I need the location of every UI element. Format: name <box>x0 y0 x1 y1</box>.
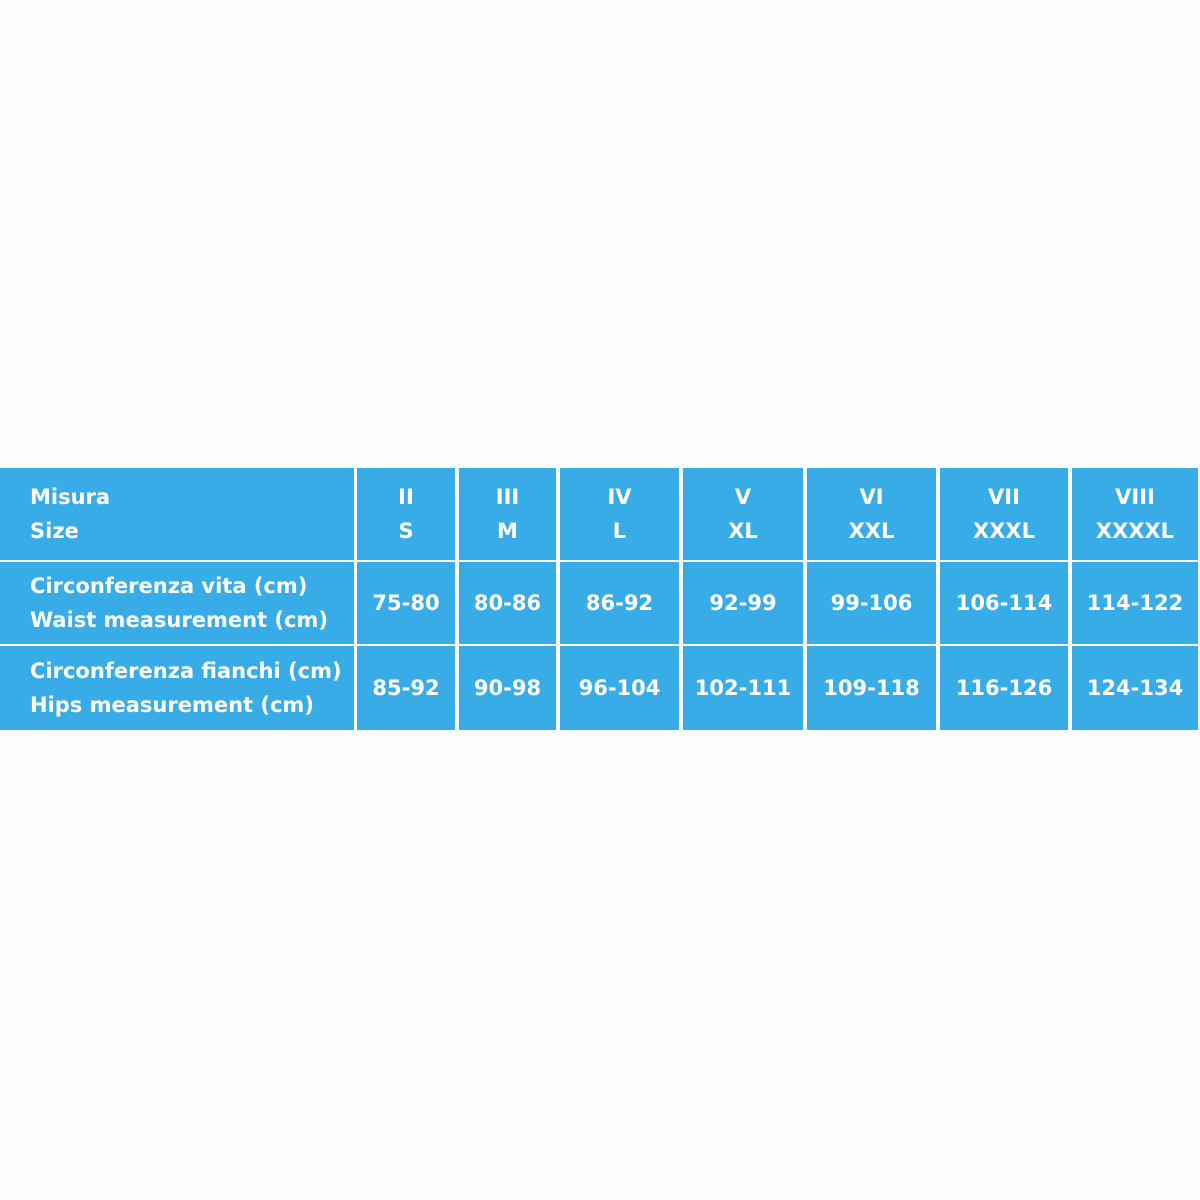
cell-text: 85-92 <box>372 676 440 700</box>
cell-text: 102-111 <box>694 676 792 700</box>
cell-text: III <box>495 485 520 509</box>
cell-text: XXXXL <box>1095 519 1175 543</box>
row-label: Circonferenza fianchi (cm) Hips measureme… <box>0 646 354 730</box>
cell-text: VIII <box>1115 485 1155 509</box>
cell-text: 80-86 <box>473 591 542 615</box>
value-cell: 114-122 <box>1072 562 1198 644</box>
cell-text: 109-118 <box>823 676 920 700</box>
cell-text: Waist measurement (cm) <box>30 608 328 632</box>
cell-text: VII <box>988 485 1020 509</box>
value-cell: 90-98 <box>459 646 556 730</box>
cell-text: XL <box>728 519 758 543</box>
value-cell: 96-104 <box>560 646 679 730</box>
value-cell: 102-111 <box>683 646 803 730</box>
cell-text: 96-104 <box>578 676 661 700</box>
cell-text: IV <box>607 485 632 509</box>
value-cell: 99-106 <box>807 562 936 644</box>
value-cell: 109-118 <box>807 646 936 730</box>
cell-text: 75-80 <box>372 591 440 615</box>
cell-text: XXL <box>848 519 895 543</box>
cell-text: Hips measurement (cm) <box>30 693 314 717</box>
cell-text: S <box>398 519 414 543</box>
cell-text: 114-122 <box>1086 591 1184 615</box>
header-cell: V XL <box>683 468 803 560</box>
value-cell: 75-80 <box>357 562 455 644</box>
cell-text: 124-134 <box>1086 676 1184 700</box>
cell-text: XXXL <box>973 519 1035 543</box>
cell-text: 86-92 <box>585 591 654 615</box>
cell-text: 92-99 <box>709 591 777 615</box>
value-cell: 85-92 <box>357 646 455 730</box>
cell-text: 106-114 <box>955 591 1053 615</box>
header-cell: VIII XXXXL <box>1072 468 1198 560</box>
value-cell: 92-99 <box>683 562 803 644</box>
header-cell: II S <box>357 468 455 560</box>
cell-text: Size <box>30 519 79 543</box>
value-cell: 80-86 <box>459 562 556 644</box>
cell-text: L <box>612 519 627 543</box>
cell-text: Circonferenza vita (cm) <box>30 574 308 598</box>
header-cell: VII XXXL <box>940 468 1068 560</box>
value-cell: 124-134 <box>1072 646 1198 730</box>
cell-text: 116-126 <box>955 676 1053 700</box>
cell-text: II <box>398 485 414 509</box>
cell-text: Misura <box>30 485 111 509</box>
cell-text: VI <box>859 485 884 509</box>
value-cell: 106-114 <box>940 562 1068 644</box>
cell-text: Circonferenza fianchi (cm) <box>30 659 342 683</box>
cell-text: M <box>497 519 518 543</box>
value-cell: 86-92 <box>560 562 679 644</box>
value-cell: 116-126 <box>940 646 1068 730</box>
row-label: Circonferenza vita (cm) Waist measurement… <box>0 562 354 644</box>
header-cell: VI XXL <box>807 468 936 560</box>
cell-text: V <box>734 485 752 509</box>
header-cell: Misura Size <box>0 468 354 560</box>
header-cell: III M <box>459 468 556 560</box>
cell-text: 90-98 <box>473 676 542 700</box>
header-cell: IV L <box>560 468 679 560</box>
cell-text: 99-106 <box>830 591 913 615</box>
